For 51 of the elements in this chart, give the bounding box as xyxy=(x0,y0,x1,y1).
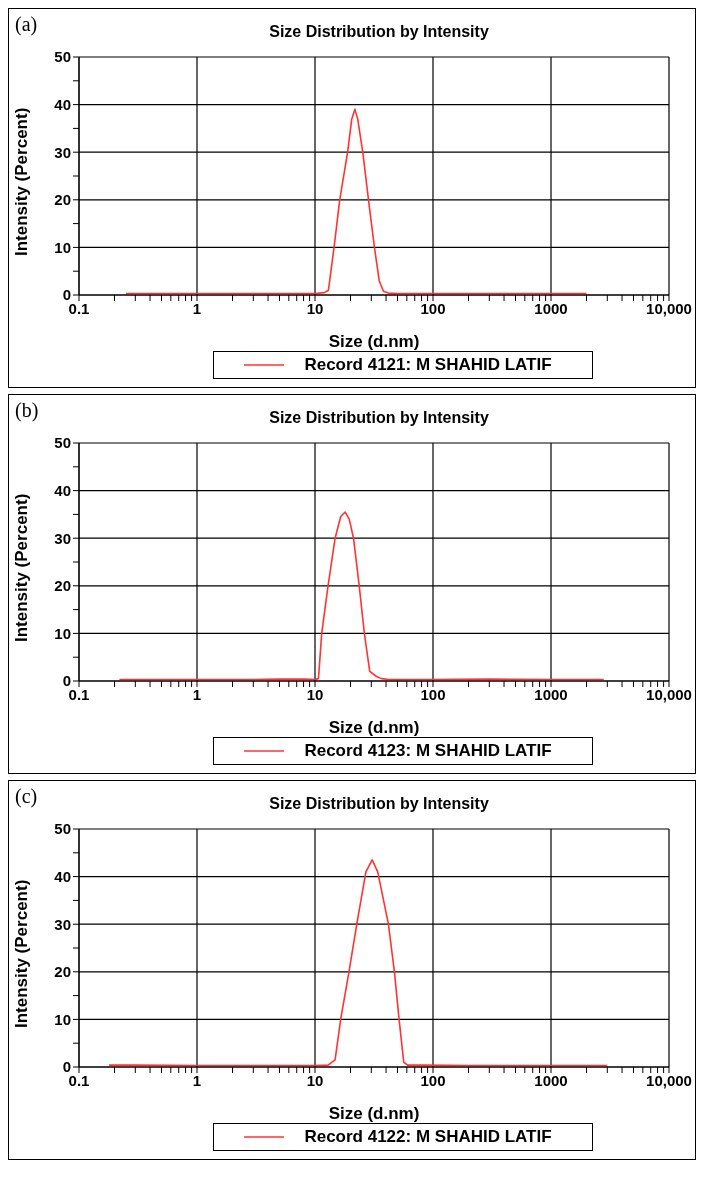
y-tick-label: 0 xyxy=(62,672,71,690)
text: (a) xyxy=(15,13,38,36)
x-tick-label: 10 xyxy=(306,299,324,317)
x-tick-label: 1000 xyxy=(534,299,568,317)
y-tick-label: 50 xyxy=(54,820,71,838)
y-tick-label: 40 xyxy=(54,481,71,499)
chart-title: Size Distribution by Intensity xyxy=(268,795,490,813)
x-tick-label: 10,000 xyxy=(646,1071,692,1089)
x-axis-title: Size (d.nm) xyxy=(328,718,420,737)
x-tick-label: 10,000 xyxy=(646,299,692,317)
y-axis-title: Intensity (Percent) xyxy=(12,879,32,1028)
legend-label: Record 4122: M SHAHID LATIF xyxy=(304,1127,552,1147)
x-tick-label: 100 xyxy=(420,685,446,703)
x-tick-label: 1000 xyxy=(534,685,568,703)
x-tick-label: 0.1 xyxy=(68,299,90,317)
x-tick-label: 1000 xyxy=(534,1071,568,1089)
legend-label: Record 4123: M SHAHID LATIF xyxy=(304,741,552,761)
x-tick-label: 10 xyxy=(306,685,324,703)
y-tick-label: 50 xyxy=(54,434,71,452)
x-tick-label: 1 xyxy=(192,685,202,703)
y-tick-label: 0 xyxy=(62,1058,71,1076)
y-tick-label: 0 xyxy=(62,286,71,304)
y-tick-label: 20 xyxy=(54,963,71,981)
x-tick-label: 10 xyxy=(306,1071,324,1089)
y-tick-label: 40 xyxy=(54,95,71,113)
x-tick-label: 10,000 xyxy=(646,685,692,703)
y-tick-label: 30 xyxy=(54,915,71,933)
x-tick-label: 0.1 xyxy=(68,1071,90,1089)
x-axis-title: Size (d.nm) xyxy=(328,332,420,351)
x-tick-label: 1 xyxy=(192,299,202,317)
x-tick-label: 0.1 xyxy=(68,685,90,703)
y-tick-label: 50 xyxy=(54,48,71,66)
y-tick-label: 10 xyxy=(54,1010,71,1028)
y-tick-label: 20 xyxy=(54,577,71,595)
y-tick-label: 10 xyxy=(54,624,71,642)
x-tick-label: 100 xyxy=(420,1071,446,1089)
x-tick-label: 100 xyxy=(420,299,446,317)
chart-title: Size Distribution by Intensity xyxy=(268,23,490,41)
x-axis-title: Size (d.nm) xyxy=(328,1104,420,1123)
y-tick-label: 10 xyxy=(54,238,71,256)
y-tick-label: 20 xyxy=(54,191,71,209)
y-axis-title: Intensity (Percent) xyxy=(12,493,32,642)
text: (c) xyxy=(15,785,38,808)
chart-title: Size Distribution by Intensity xyxy=(268,409,490,427)
y-tick-label: 30 xyxy=(54,529,71,547)
y-axis-title: Intensity (Percent) xyxy=(12,107,32,256)
y-tick-label: 40 xyxy=(54,867,71,885)
x-tick-label: 1 xyxy=(192,1071,202,1089)
y-tick-label: 30 xyxy=(54,143,71,161)
legend-label: Record 4121: M SHAHID LATIF xyxy=(304,355,552,375)
text: (b) xyxy=(15,399,39,422)
